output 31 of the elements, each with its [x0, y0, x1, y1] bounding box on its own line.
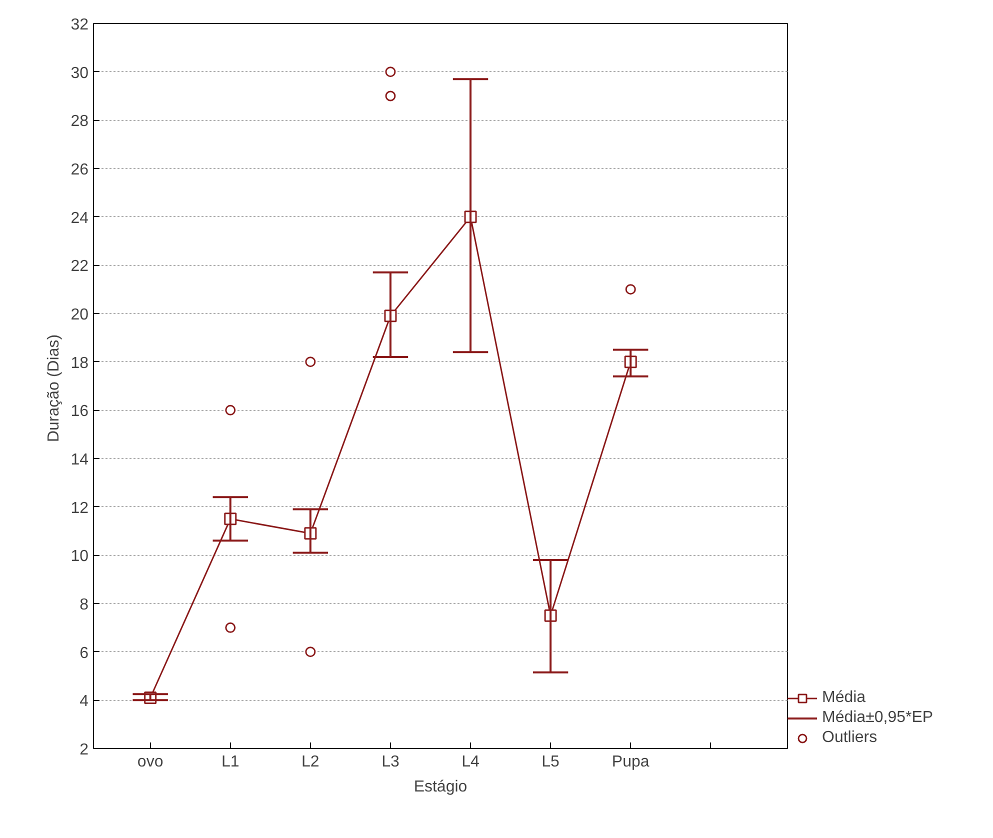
y-tick-label: 22	[70, 258, 89, 276]
y-tick-label: 18	[70, 354, 89, 372]
point	[305, 356, 316, 368]
text: Média±0,95*EP	[822, 709, 934, 727]
y-tick-label: 10	[70, 548, 89, 566]
point	[625, 284, 636, 295]
y-tick-label: 32	[70, 16, 89, 34]
y-tick-label: 28	[70, 113, 89, 130]
y-tick-label: 14	[70, 452, 89, 468]
legend-label: Outliers	[822, 729, 878, 747]
y-tick-label: 20	[70, 306, 89, 324]
x-tick-label: L5	[542, 754, 560, 770]
x-tick-label: L4	[462, 754, 480, 770]
x-tick-label: L2	[302, 754, 320, 770]
x-tick-label: Pupa	[612, 754, 650, 770]
x-tick-label: L1	[221, 754, 240, 770]
x-tick-label: L3	[382, 754, 400, 770]
y-tick-label: 8	[80, 596, 89, 614]
x-axis-title: Estágio	[414, 778, 468, 796]
y-tick-label: 26	[70, 162, 89, 178]
legend-label: Média	[822, 689, 866, 707]
y-tick-label: 6	[80, 644, 89, 662]
x-tick-label: ovo	[137, 754, 164, 770]
y-tick-label: 4	[80, 693, 89, 710]
y-tick-label: 16	[70, 403, 89, 420]
y-tick-label: 30	[70, 64, 89, 82]
y-tick-label: 12	[70, 500, 89, 517]
y-tick-label: 2	[80, 742, 89, 758]
y-axis-title: Duração (Dias)	[46, 334, 63, 442]
y-tick-label: 24	[70, 210, 89, 227]
point	[225, 622, 236, 633]
